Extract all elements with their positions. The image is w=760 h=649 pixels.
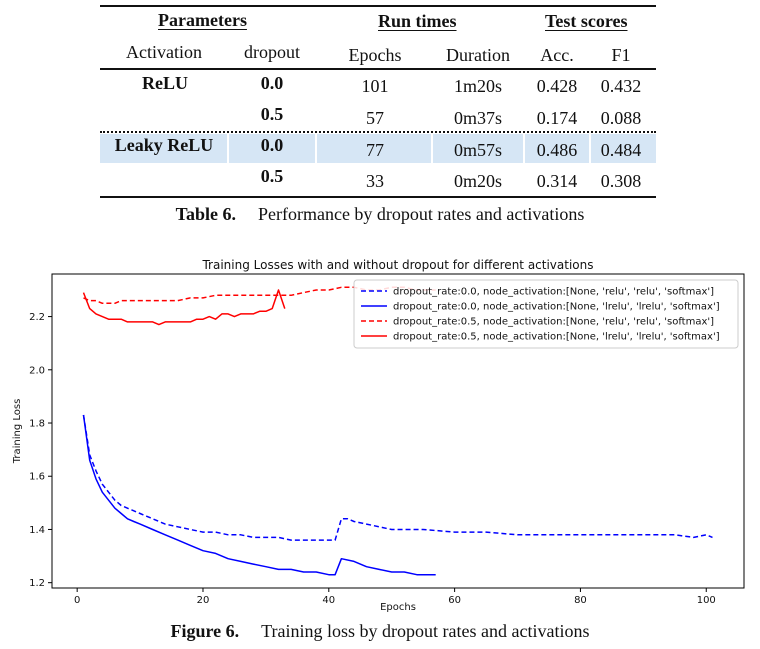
legend: dropout_rate:0.0, node_activation:[None,… (353, 279, 739, 349)
row3-duration: 0m57s (453, 140, 503, 160)
group-header-run-times: Run times (378, 11, 457, 31)
plot-frame (51, 273, 745, 589)
row2-epochs: 57 (366, 108, 384, 128)
series-line-1 (82, 414, 713, 541)
row3-acc: 0.486 (536, 140, 578, 160)
x-tick-label: 40 (322, 595, 335, 606)
column-header-activation: Activation (126, 42, 202, 62)
row4-epochs: 33 (366, 171, 384, 191)
x-tick-label: 100 (697, 595, 716, 606)
chart-title: Training Losses with and without dropout… (201, 258, 593, 272)
row1-duration: 1m20s (453, 76, 503, 96)
results-table: Parameters Run times Test scores Activat… (0, 0, 760, 240)
group-header-parameters: Parameters (158, 10, 247, 30)
column-header-f1: F1 (611, 45, 631, 65)
series-line-4 (82, 289, 286, 326)
highlight-cell-dropout (229, 134, 315, 163)
row1-activation: ReLU (142, 73, 188, 93)
highlight-cell-acc (525, 134, 589, 163)
column-header-acc: Acc. (540, 45, 574, 65)
table-bottom-rule (100, 196, 656, 198)
highlight-cell-f1 (591, 134, 656, 163)
highlight-cell-epochs (317, 134, 431, 163)
row1-f1: 0.432 (600, 76, 642, 96)
row3-f1: 0.484 (600, 140, 642, 160)
y-tick-label: 1.4 (29, 525, 45, 536)
figure-caption-label: Figure 6. (170, 621, 240, 641)
x-tick-label: 20 (197, 595, 210, 606)
table-caption-label: Table 6. (175, 204, 236, 224)
row1-acc: 0.428 (536, 76, 578, 96)
legend-label-2: dropout_rate:0.0, node_activation:[None,… (393, 302, 720, 313)
row3-epochs: 77 (366, 140, 384, 160)
highlight-cell-activation (100, 134, 227, 163)
column-header-dropout: dropout (244, 42, 300, 62)
y-axis-label: Training Loss (12, 399, 23, 465)
column-header-duration: Duration (446, 45, 510, 65)
x-tick-label: 60 (448, 595, 461, 606)
legend-label-1: dropout_rate:0.0, node_activation:[None,… (393, 287, 714, 298)
row4-duration: 0m20s (453, 171, 503, 191)
table-header-rule (100, 68, 656, 70)
y-tick-label: 2.2 (29, 312, 45, 323)
legend-label-3: dropout_rate:0.5, node_activation:[None,… (393, 317, 714, 328)
row1-epochs: 101 (361, 76, 389, 96)
table-caption: Table 6. Performance by dropout rates and… (0, 204, 760, 225)
figure-caption-text: Training loss by dropout rates and activ… (261, 621, 590, 641)
group-header-test-scores: Test scores (545, 11, 628, 31)
x-axis-label: Epochs (380, 602, 416, 613)
table-caption-text: Performance by dropout rates and activat… (257, 204, 585, 224)
table-dotted-rule (100, 131, 656, 133)
row4-acc: 0.314 (536, 171, 578, 191)
row2-acc: 0.174 (536, 108, 578, 128)
highlight-cell-duration (433, 134, 523, 163)
row2-duration: 0m37s (453, 108, 503, 128)
row4-f1: 0.308 (600, 171, 642, 191)
legend-label-4: dropout_rate:0.5, node_activation:[None,… (393, 332, 720, 343)
series-line-2 (82, 414, 436, 576)
row1-dropout: 0.0 (260, 73, 284, 93)
training-loss-chart: Training Losses with and without dropout… (12, 258, 745, 613)
row3-dropout: 0.0 (260, 135, 284, 155)
y-tick-label: 1.8 (29, 419, 45, 430)
legend-box (353, 279, 739, 349)
x-tick-label: 80 (574, 595, 587, 606)
axis-ticks: 0 20 40 60 80 100 1.2 1.4 1.6 1.8 2.0 2.2 (29, 312, 716, 606)
y-tick-label: 2.0 (29, 365, 45, 376)
x-tick-label: 0 (74, 595, 80, 606)
figure-caption: Figure 6. Training loss by dropout rates … (0, 621, 760, 642)
row4-dropout: 0.5 (260, 166, 284, 186)
column-header-epochs: Epochs (348, 45, 402, 65)
row2-f1: 0.088 (600, 108, 642, 128)
y-tick-label: 1.6 (29, 472, 45, 483)
row3-activation: Leaky ReLU (114, 135, 214, 155)
row2-dropout: 0.5 (260, 104, 284, 124)
table-top-rule (100, 5, 656, 7)
y-tick-label: 1.2 (29, 578, 45, 589)
